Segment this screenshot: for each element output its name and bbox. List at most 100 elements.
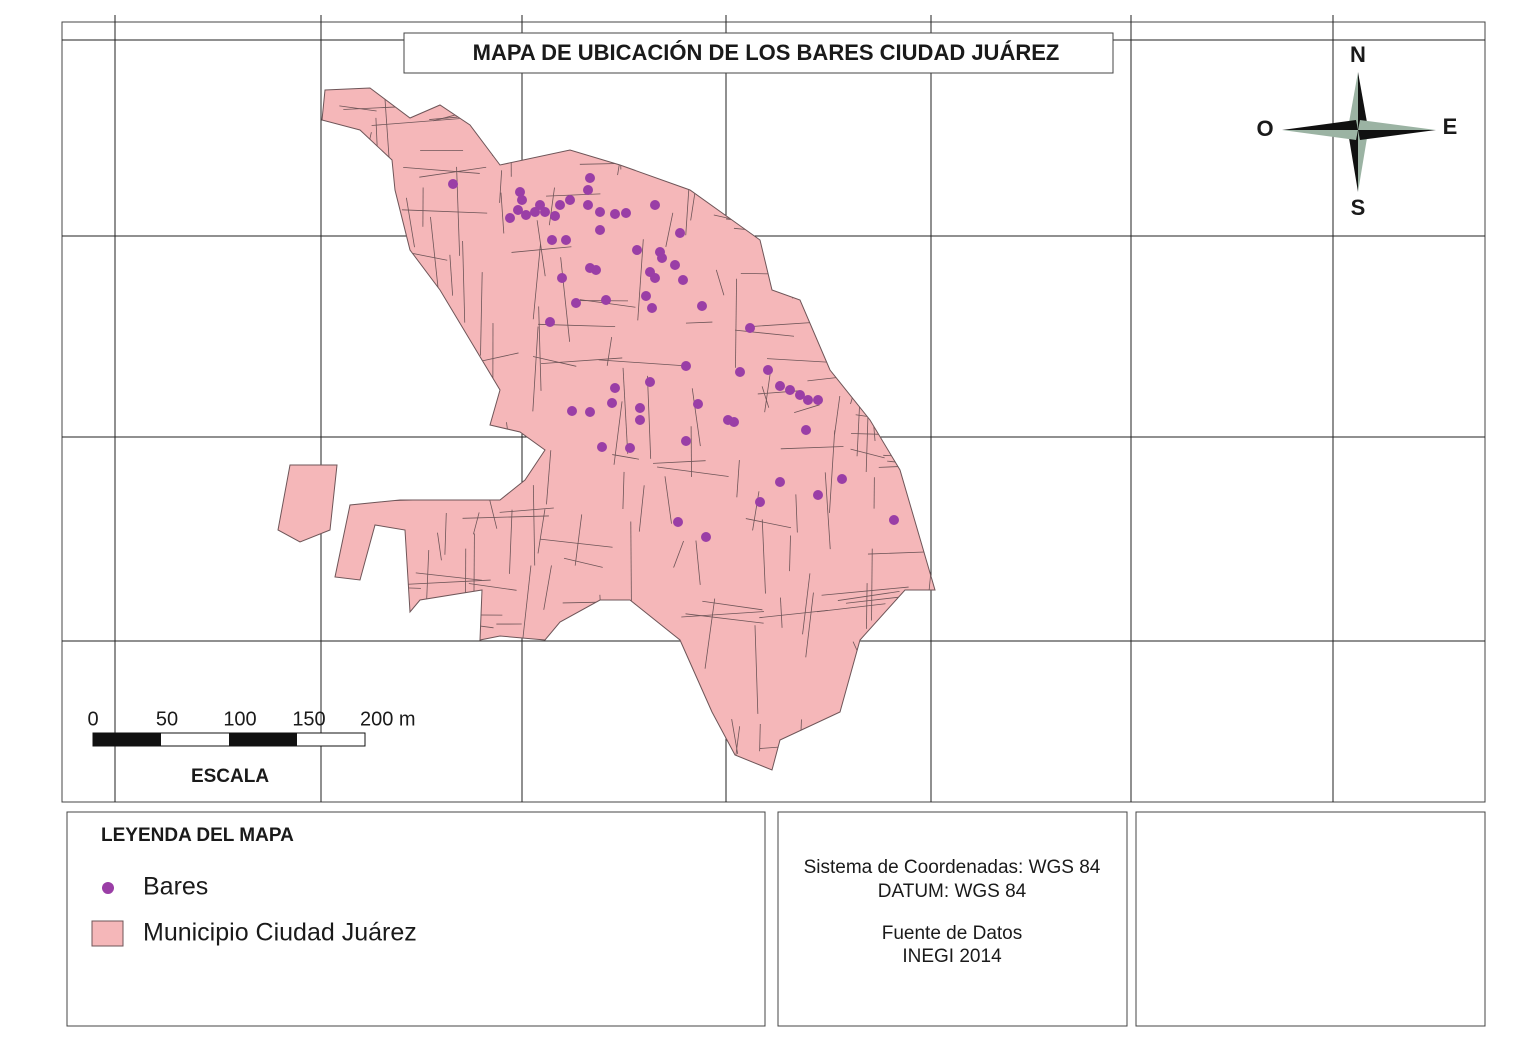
legend-box: [66, 811, 766, 1027]
bar-location: [813, 395, 823, 405]
bar-location: [561, 235, 571, 245]
bar-location: [681, 361, 691, 371]
bar-location: [585, 173, 595, 183]
boundary: [685, 321, 713, 324]
bar-location: [632, 245, 642, 255]
legend-title: LEYENDA DEL MAPA: [101, 825, 294, 846]
scale-title: ESCALA: [191, 766, 269, 787]
bar-location: [755, 497, 765, 507]
bar-location: [681, 436, 691, 446]
boundary: [834, 395, 841, 435]
boundary: [462, 515, 549, 519]
boundary: [761, 519, 766, 594]
municipality-exclave: [277, 464, 338, 543]
boundary: [673, 540, 684, 568]
bar-location: [610, 209, 620, 219]
boundary: [538, 306, 542, 391]
bar-location: [645, 377, 655, 387]
boundary: [408, 252, 448, 261]
bar-location: [785, 385, 795, 395]
bar-location: [775, 477, 785, 487]
info-box: [777, 811, 1128, 1027]
boundary: [532, 356, 577, 367]
boundary: [665, 212, 674, 247]
boundary: [630, 521, 632, 606]
boundary: [735, 278, 737, 368]
bar-location: [837, 474, 847, 484]
boundary: [759, 723, 761, 752]
boundary: [499, 170, 503, 203]
boundary: [638, 485, 645, 532]
boundary: [837, 591, 900, 601]
boundary: [767, 358, 838, 364]
boundary: [449, 254, 454, 296]
boundary: [613, 401, 623, 465]
boundary: [475, 352, 519, 363]
boundary: [764, 368, 772, 413]
boundary: [509, 509, 513, 574]
legend-symbol: [91, 920, 124, 947]
bar-location: [697, 301, 707, 311]
info-text: Fuente de Datos: [882, 923, 1022, 944]
boundary: [685, 613, 764, 624]
scale-label: 200 m: [360, 708, 416, 730]
bar-location: [521, 210, 531, 220]
boundary: [664, 476, 672, 524]
title-box: [403, 32, 1114, 74]
boundary: [499, 507, 554, 513]
boundary: [702, 600, 763, 611]
boundary: [794, 404, 820, 414]
boundary: [871, 548, 873, 621]
bar-location: [591, 265, 601, 275]
bar-location: [597, 442, 607, 452]
boundary: [850, 448, 885, 459]
bar-location: [565, 195, 575, 205]
bar-location: [813, 490, 823, 500]
bar-location: [583, 185, 593, 195]
boundary: [500, 192, 505, 234]
bar-location: [775, 381, 785, 391]
info-text: INEGI 2014: [902, 946, 1002, 967]
boundary: [543, 565, 552, 610]
bar-location: [635, 415, 645, 425]
bar-location: [701, 532, 711, 542]
boundary: [780, 446, 844, 450]
boundary: [468, 583, 517, 591]
bar-location: [448, 179, 458, 189]
compass-east: E: [1443, 114, 1458, 139]
bar-location: [803, 395, 813, 405]
compass-south: S: [1351, 195, 1366, 220]
bar-location: [675, 228, 685, 238]
scale-label: 100: [223, 708, 256, 730]
boundary: [462, 240, 466, 323]
boundary: [444, 512, 447, 555]
compass-north: N: [1350, 42, 1366, 67]
boundary: [653, 460, 706, 464]
bar-location: [673, 517, 683, 527]
bar-location: [515, 187, 525, 197]
boundary: [403, 579, 491, 585]
boundary: [681, 611, 764, 618]
scale-label: 150: [292, 708, 325, 730]
boundary: [691, 388, 701, 447]
bar-location: [585, 407, 595, 417]
boundary: [612, 454, 639, 460]
bar-location: [650, 273, 660, 283]
boundary: [539, 538, 613, 548]
bar-location: [678, 275, 688, 285]
bar-location: [567, 406, 577, 416]
bar-location: [513, 205, 523, 215]
boundary: [598, 359, 688, 367]
boundary: [622, 471, 625, 510]
boundary: [865, 409, 869, 473]
compass: N O E S: [1256, 42, 1457, 220]
bar-location: [601, 295, 611, 305]
scale-label: 0: [87, 708, 98, 730]
boundary: [532, 485, 536, 566]
bar-location: [657, 253, 667, 263]
municipality: [321, 87, 936, 771]
boundary: [548, 187, 555, 226]
boundary: [824, 472, 831, 550]
boundary: [401, 209, 488, 214]
boundary: [480, 272, 483, 356]
